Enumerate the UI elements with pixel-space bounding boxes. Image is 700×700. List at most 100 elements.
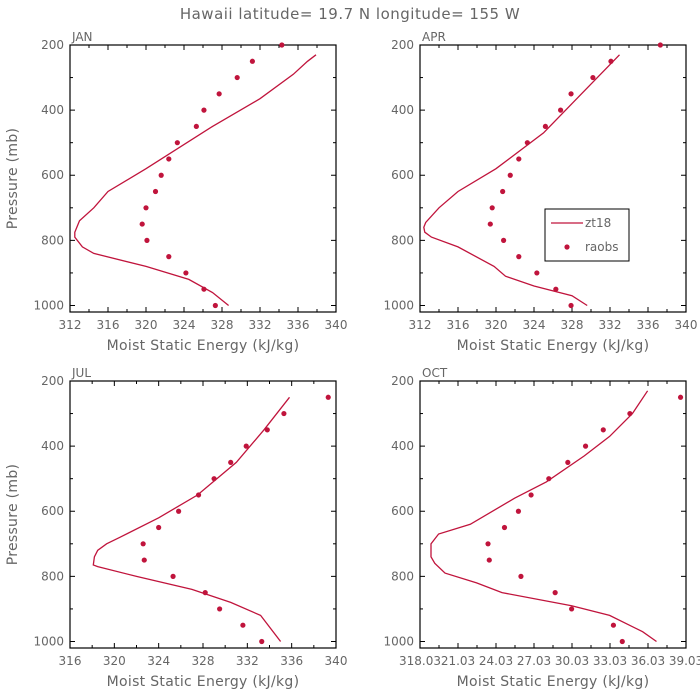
- x-tick-label: 21.03: [441, 654, 475, 668]
- x-tick-label: 320: [485, 318, 508, 332]
- data-point-raobs: [501, 237, 507, 243]
- x-tick-label: 33.03: [593, 654, 627, 668]
- y-tick-label: 600: [391, 168, 414, 182]
- data-point-raobs: [143, 205, 149, 211]
- y-tick-label: 800: [41, 233, 64, 247]
- series-line-zt18: [423, 54, 620, 307]
- panel-jul: JUL 316 320 324 328 332 336 340 200 400 600 800 1000…: [5, 366, 347, 690]
- panel-title: OCT: [422, 366, 448, 380]
- series-line-zt18: [430, 390, 657, 643]
- data-point-raobs: [243, 443, 249, 449]
- data-point-raobs: [485, 541, 491, 547]
- y-tick-label: 400: [391, 103, 414, 117]
- data-point-raobs: [507, 172, 513, 178]
- y-tick-label: 800: [391, 233, 414, 247]
- plot-frame: [419, 380, 687, 649]
- plot-frame: [69, 380, 337, 649]
- plot-frame: [69, 44, 337, 313]
- data-point-raobs: [534, 270, 540, 276]
- x-tick-label: 316: [97, 318, 120, 332]
- data-point-raobs: [500, 188, 506, 195]
- data-point-raobs: [486, 557, 492, 563]
- data-point-raobs: [212, 302, 218, 309]
- x-tick-label: 316: [59, 654, 82, 668]
- x-tick-label: 328: [561, 318, 584, 332]
- data-point-raobs: [565, 459, 571, 466]
- data-point-raobs: [600, 427, 606, 433]
- y-tick-label: 400: [391, 439, 414, 453]
- data-point-raobs: [677, 394, 684, 400]
- data-point-raobs: [542, 123, 549, 130]
- y-tick-label: 200: [391, 374, 414, 388]
- x-tick-label: 324: [523, 318, 546, 332]
- y-tick-label: 400: [41, 103, 64, 117]
- x-axis-title: Moist Static Energy (kJ/kg): [107, 674, 300, 690]
- data-point-raobs: [152, 188, 159, 195]
- x-tick-label: 340: [675, 318, 698, 332]
- data-point-raobs: [657, 42, 663, 48]
- y-tick-label: 1000: [33, 634, 64, 648]
- data-point-raobs: [524, 140, 530, 146]
- data-point-raobs: [217, 606, 223, 612]
- x-axis-title: Moist Static Energy (kJ/kg): [457, 338, 650, 354]
- legend-dot-swatch: [564, 244, 570, 250]
- x-tick-label: 320: [103, 654, 126, 668]
- x-axis-title: Moist Static Energy (kJ/kg): [457, 674, 650, 690]
- series-line-zt18: [74, 54, 317, 307]
- y-tick-label: 600: [41, 504, 64, 518]
- data-point-raobs: [553, 286, 559, 292]
- data-point-raobs: [259, 638, 265, 645]
- data-point-raobs: [234, 74, 240, 81]
- data-point-raobs: [228, 459, 234, 466]
- data-point-raobs: [546, 476, 552, 482]
- x-tick-label: 30.03: [555, 654, 589, 668]
- data-point-raobs: [158, 172, 164, 178]
- data-point-raobs: [281, 410, 287, 417]
- y-tick-label: 1000: [383, 634, 414, 648]
- data-point-raobs: [141, 557, 147, 563]
- panel-title: JAN: [71, 30, 93, 44]
- legend-box: [544, 208, 630, 262]
- data-point-raobs: [610, 622, 617, 628]
- data-point-raobs: [590, 74, 596, 81]
- x-tick-label: 27.03: [517, 654, 551, 668]
- data-point-raobs: [501, 524, 508, 531]
- data-point-raobs: [201, 107, 207, 113]
- y-tick-label: 800: [41, 569, 64, 583]
- x-tick-label: 336: [280, 654, 303, 668]
- plot-frame: [419, 44, 687, 313]
- data-point-raobs: [582, 443, 589, 449]
- data-point-raobs: [170, 573, 176, 579]
- legend-label-zt18: zt18: [585, 216, 611, 230]
- panel-oct: OCT 318.03 21.03 24.03 27.03 30.03 33.03 36.03 3…: [383, 366, 700, 690]
- x-tick-label: 332: [599, 318, 622, 332]
- y-tick-label: 1000: [383, 298, 414, 312]
- y-tick-label: 200: [41, 38, 64, 52]
- data-point-raobs: [240, 622, 246, 628]
- data-point-raobs: [140, 541, 146, 547]
- data-point-raobs: [183, 270, 189, 276]
- y-tick-label: 800: [391, 569, 414, 583]
- x-tick-label: 312: [409, 318, 432, 332]
- data-point-raobs: [264, 427, 270, 433]
- data-point-raobs: [516, 156, 522, 162]
- legend-label-raobs: raobs: [585, 240, 619, 254]
- data-point-raobs: [156, 524, 162, 531]
- data-point-raobs: [279, 42, 285, 48]
- data-point-raobs: [619, 638, 625, 645]
- x-tick-label: 340: [325, 654, 348, 668]
- data-point-raobs: [216, 91, 222, 97]
- y-tick-label: 200: [41, 374, 64, 388]
- data-point-raobs: [569, 606, 575, 612]
- y-axis-title: Pressure (mb): [5, 464, 21, 566]
- data-point-raobs: [487, 221, 493, 227]
- x-tick-label: 328: [192, 654, 215, 668]
- y-tick-label: 600: [41, 168, 64, 182]
- data-point-raobs: [174, 140, 180, 146]
- data-point-raobs: [166, 156, 172, 162]
- x-tick-label: 36.03: [631, 654, 665, 668]
- x-tick-label: 39.03: [669, 654, 700, 668]
- panel-jan: JAN 312 316 320 324 328 332 336 340 200 400 600 800 1…: [5, 30, 347, 354]
- x-tick-label: 336: [287, 318, 310, 332]
